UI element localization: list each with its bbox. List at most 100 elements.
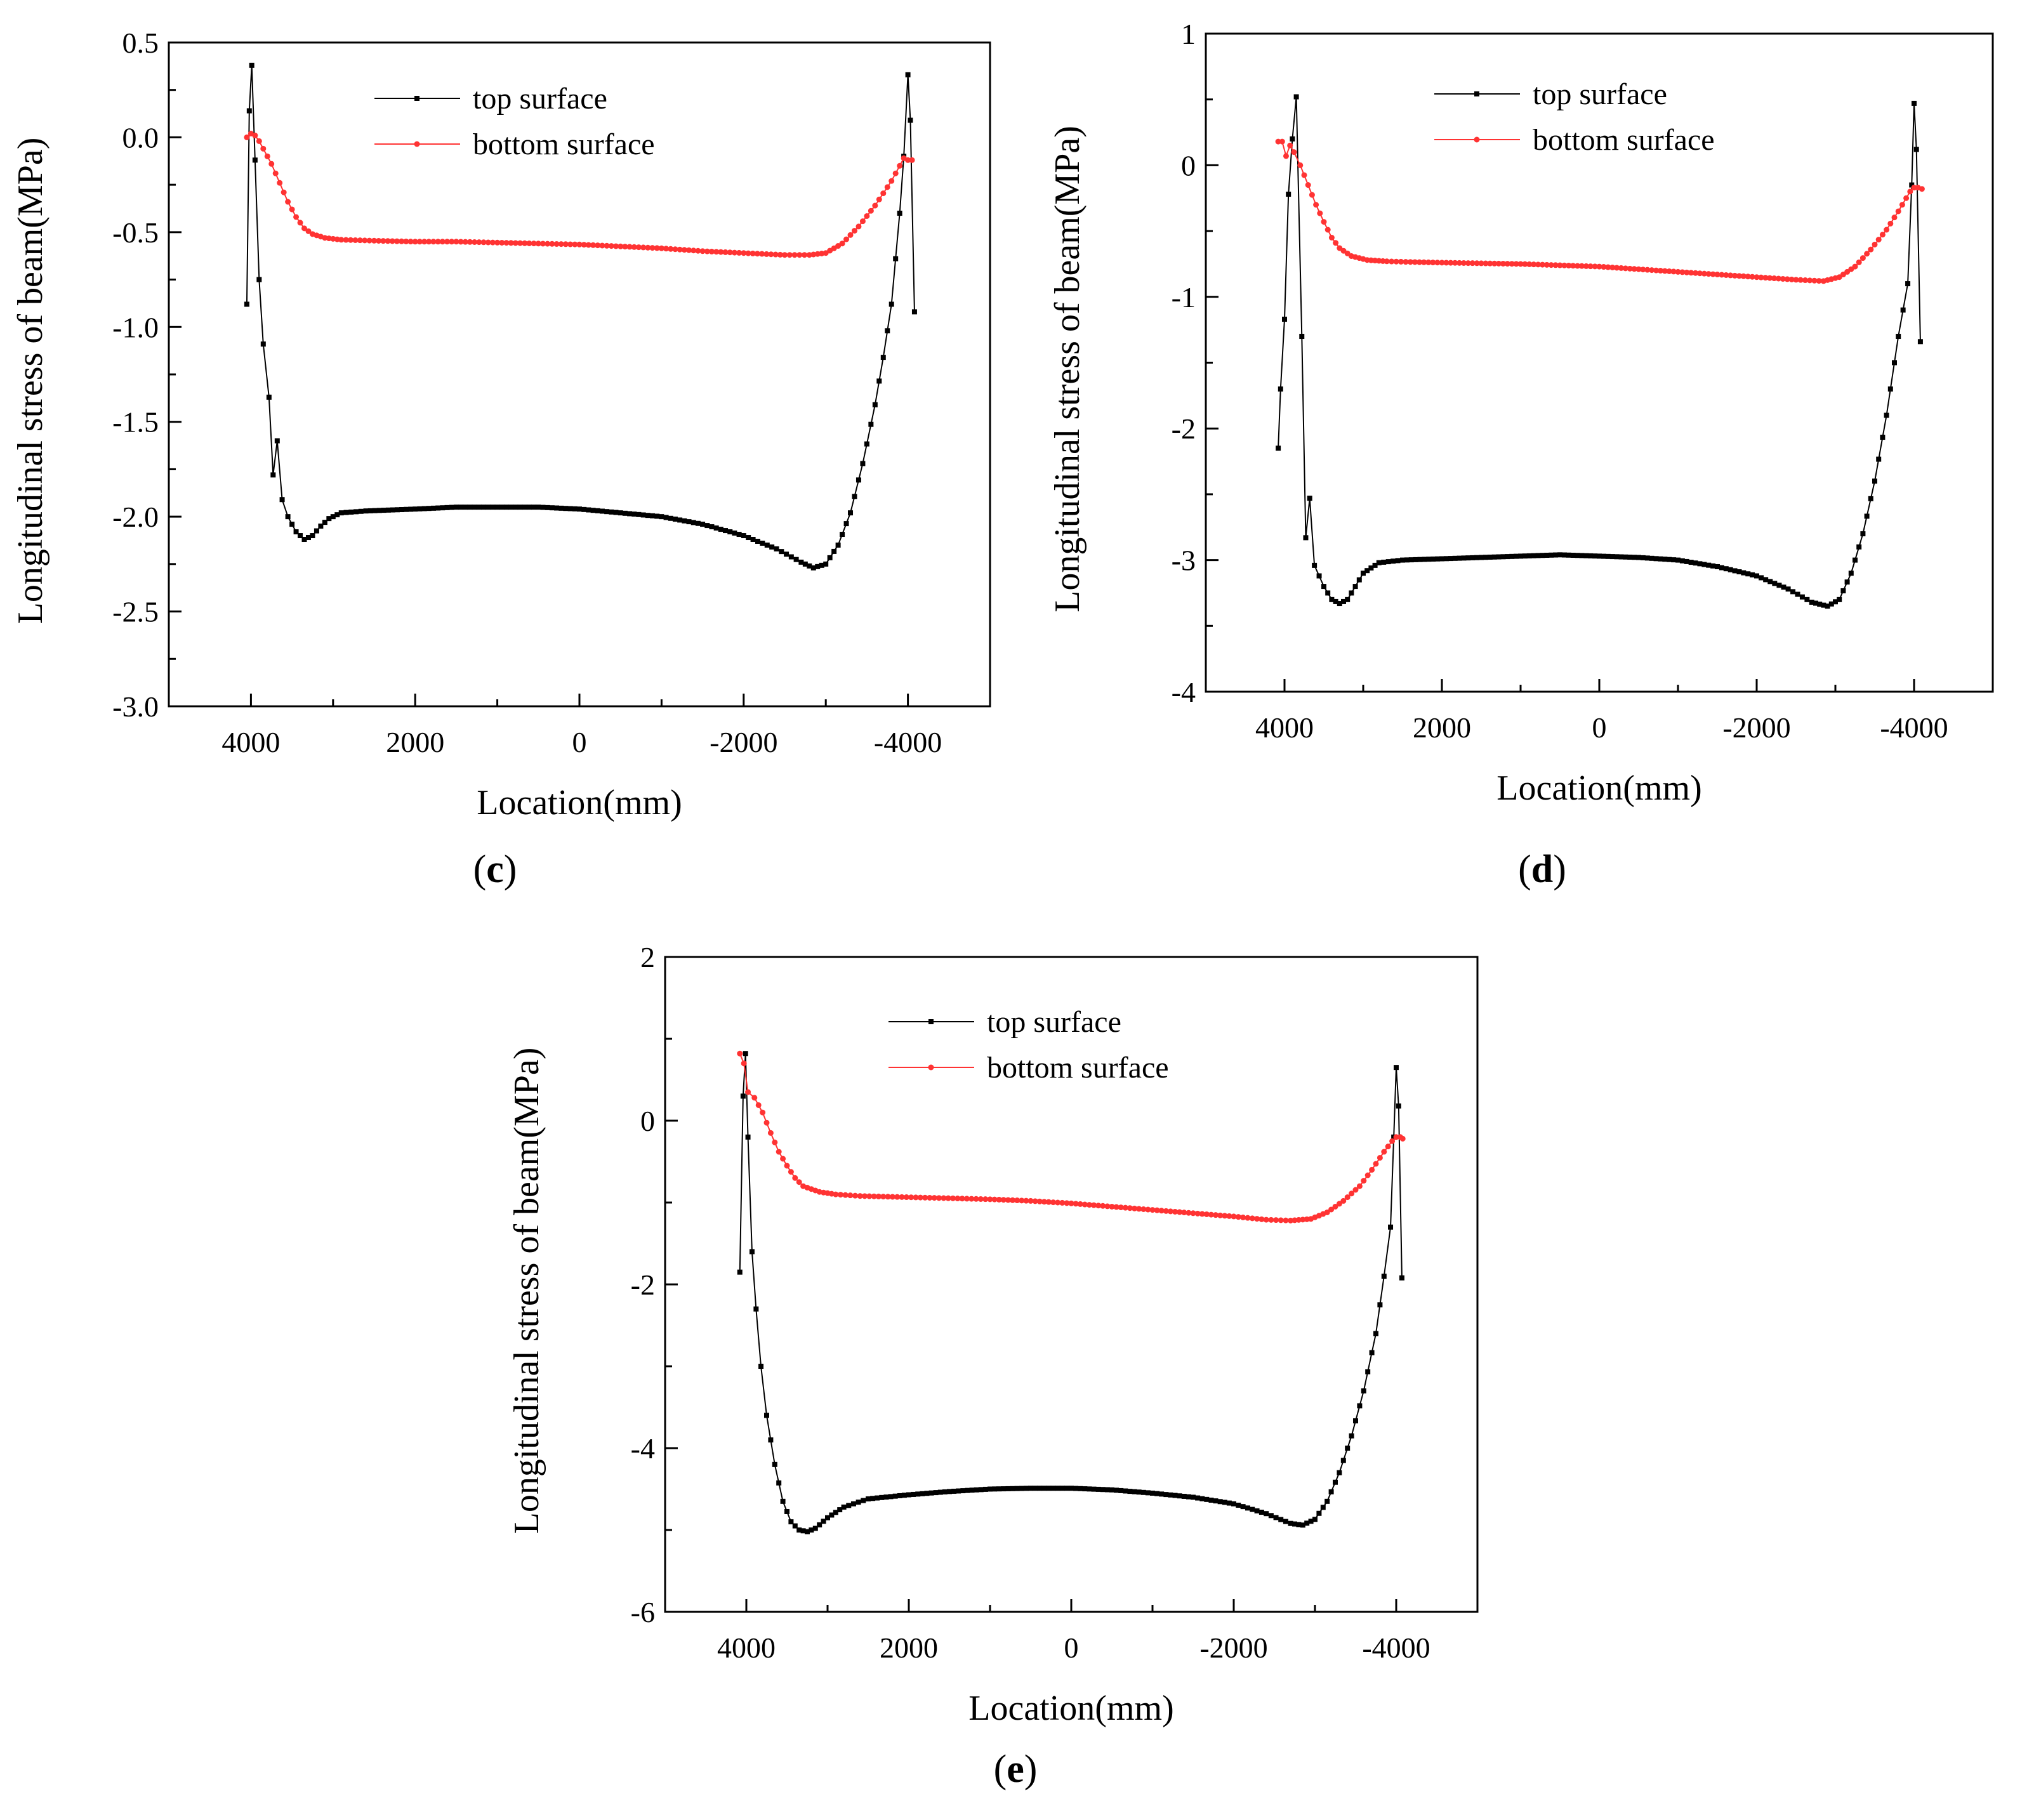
data-point	[1727, 272, 1734, 279]
data-point	[722, 249, 729, 255]
data-point	[913, 1194, 919, 1201]
data-point	[1264, 1511, 1269, 1517]
data-point	[439, 239, 446, 245]
data-point	[885, 328, 890, 334]
data-point	[476, 504, 482, 510]
data-point	[1587, 263, 1594, 270]
data-point	[897, 162, 903, 169]
data-point	[1504, 261, 1510, 267]
data-point	[1496, 260, 1502, 267]
legend-item: bottom surface	[1434, 123, 1715, 157]
data-point	[435, 505, 441, 511]
data-point	[1701, 270, 1707, 277]
data-point	[264, 153, 270, 159]
data-point	[922, 1194, 928, 1201]
data-point	[1697, 561, 1703, 567]
data-point	[1662, 557, 1668, 562]
data-point	[1759, 575, 1764, 581]
data-point	[586, 507, 591, 513]
data-point	[298, 533, 303, 539]
data-point	[1377, 1154, 1383, 1161]
data-point	[1104, 1487, 1110, 1493]
data-point	[553, 241, 560, 247]
data-point	[1278, 1517, 1284, 1522]
data-point	[1880, 435, 1886, 440]
data-point	[554, 505, 560, 511]
data-point	[965, 1487, 970, 1493]
y-tick-label: -2	[631, 1269, 655, 1301]
data-point	[1275, 138, 1281, 145]
data-point	[1430, 556, 1436, 562]
data-point	[1469, 260, 1476, 267]
data-point	[1231, 1501, 1236, 1507]
data-point	[631, 244, 637, 250]
data-point	[1443, 260, 1450, 266]
y-tick-label: -3	[1172, 544, 1196, 577]
data-point	[1518, 553, 1523, 559]
data-point	[977, 1196, 984, 1202]
data-point	[1336, 1201, 1342, 1207]
data-point	[1505, 554, 1510, 560]
data-point	[1329, 597, 1335, 602]
data-point	[713, 249, 720, 255]
data-point	[860, 461, 866, 466]
data-point	[376, 508, 382, 513]
data-point	[936, 1195, 942, 1201]
data-point	[1268, 1513, 1274, 1519]
data-point	[1132, 1205, 1138, 1211]
data-point	[1640, 555, 1646, 560]
data-point	[713, 525, 719, 531]
data-point	[252, 157, 258, 163]
data-point	[1356, 577, 1362, 583]
data-point	[897, 210, 902, 216]
data-point	[1213, 1498, 1219, 1504]
data-point	[499, 239, 505, 246]
data-point	[1868, 246, 1874, 253]
data-point	[1460, 260, 1467, 266]
data-point	[590, 242, 597, 248]
data-point	[1483, 555, 1488, 560]
data-point	[508, 240, 514, 246]
data-point	[1543, 261, 1550, 268]
data-point	[1706, 562, 1712, 568]
data-point	[1140, 1206, 1147, 1212]
data-point	[812, 1526, 818, 1531]
data-point	[1723, 272, 1729, 278]
data-point	[1352, 584, 1358, 590]
data-point	[563, 506, 569, 511]
data-point	[1684, 269, 1690, 275]
data-point	[285, 199, 291, 205]
data-point	[1005, 1197, 1011, 1203]
data-point	[609, 509, 614, 515]
data-point	[1509, 553, 1515, 559]
data-point	[1430, 260, 1436, 266]
data-point	[750, 537, 756, 543]
data-point	[1283, 1519, 1288, 1524]
data-point	[531, 241, 537, 247]
data-point	[353, 509, 359, 515]
data-point	[982, 1196, 989, 1203]
data-point	[1727, 567, 1733, 572]
data-point	[833, 1510, 838, 1515]
data-point	[1762, 275, 1769, 281]
data-point	[745, 1089, 751, 1095]
data-point	[1799, 594, 1805, 600]
y-tick-label: -2	[1172, 412, 1196, 445]
data-point	[1027, 1197, 1034, 1204]
data-point	[700, 522, 706, 527]
data-point	[1046, 1486, 1052, 1491]
data-point	[640, 512, 646, 518]
data-point	[1078, 1486, 1083, 1491]
x-tick-label: 4000	[1255, 711, 1314, 744]
data-point	[1723, 566, 1729, 572]
data-point	[1788, 276, 1795, 282]
panel-caption: (e)	[994, 1748, 1038, 1791]
data-point	[793, 557, 799, 562]
data-point	[604, 242, 610, 249]
data-point	[1570, 263, 1576, 269]
data-point	[1767, 275, 1773, 281]
data-point	[1844, 579, 1850, 585]
data-point	[1509, 261, 1515, 267]
data-point	[855, 223, 862, 230]
data-point	[1884, 227, 1890, 233]
